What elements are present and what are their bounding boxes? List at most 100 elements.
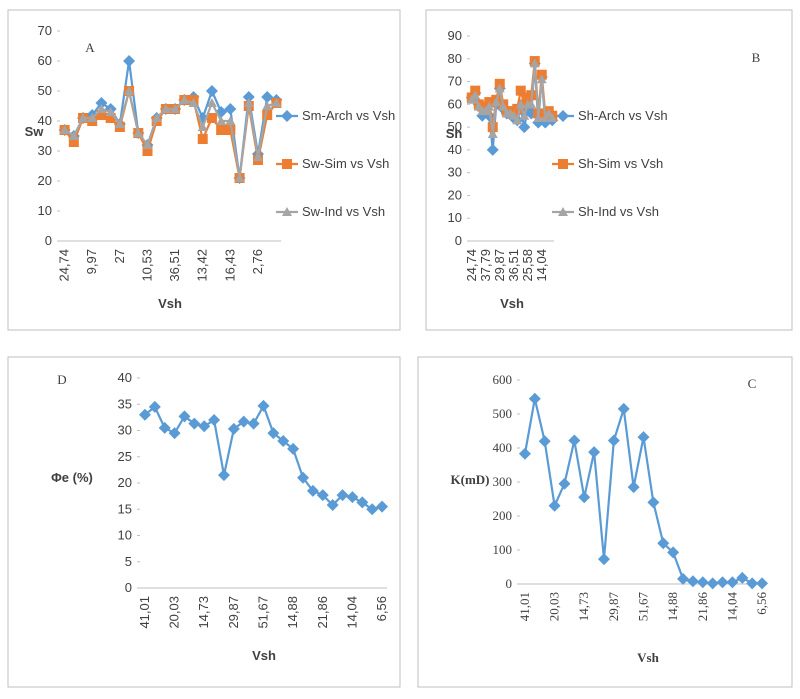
y-tick-label: 60 [38,53,52,68]
marker [105,113,116,123]
marker [557,110,569,122]
marker [512,115,523,125]
marker [198,420,211,433]
x-axis-title: Vsh [500,296,524,311]
legend-entry: Sh-Ind vs Vsh [578,204,659,219]
y-tick-label: 60 [448,96,462,111]
marker [206,98,217,107]
marker [168,427,181,440]
marker [216,125,227,135]
y-tick-label: 10 [38,203,52,218]
x-axis-title: Vsh [252,648,276,663]
panel-letter: D [57,372,66,387]
marker [252,152,263,161]
y-tick-label: 300 [493,474,513,489]
marker [234,173,245,182]
x-tick-label: 27 [112,249,127,263]
y-tick-label: 0 [125,580,132,595]
marker [287,442,300,455]
y-tick-label: 100 [493,542,513,557]
x-tick-label: 2,76 [250,249,265,274]
series-line [523,398,763,585]
marker [316,489,329,502]
chart-panel: B Sh Vsh 0 10 20 30 40 50 60 70 80 90 24,74 37,79 29,87… [425,9,793,331]
y-tick-label: 10 [118,528,132,543]
marker [597,553,610,566]
marker [123,55,136,67]
marker [158,421,171,434]
marker [114,119,125,128]
x-tick-label: 51,67 [636,592,651,622]
marker [277,435,290,447]
y-tick-label: 20 [448,187,462,202]
panel-letter: A [85,40,95,55]
x-tick-label: 6,56 [754,592,769,615]
x-tick-label: 21,86 [315,596,330,629]
marker [484,101,495,111]
y-tick-label: 10 [448,210,462,225]
marker [568,434,581,447]
y-tick-label: 40 [118,370,132,385]
marker [627,481,640,494]
marker [548,499,561,512]
marker [536,74,547,84]
marker [706,577,719,590]
marker [208,414,221,426]
marker [178,410,191,423]
y-tick-label: 30 [448,165,462,180]
legend-entry: Sw-Ind vs Vsh [302,204,385,219]
x-tick-label: 10,53 [139,249,154,282]
legend-label: Sh-Ind vs Vsh [578,204,659,219]
x-tick-label: 36,51 [167,249,182,282]
y-tick-label: 80 [448,51,462,66]
marker [558,159,568,169]
marker [262,101,273,110]
panel-letter: C [748,376,757,391]
x-tick-label: 29,87 [492,249,507,282]
marker [205,85,218,97]
marker [297,471,310,484]
x-axis-title: Vsh [637,650,659,665]
marker [138,408,151,421]
marker [257,399,270,412]
marker [142,140,153,149]
x-tick-label: 41,01 [137,596,152,629]
marker [716,576,729,589]
x-tick-label: 14,73 [576,592,591,621]
marker [686,575,699,588]
marker [540,113,551,122]
x-tick-label: 13,42 [195,249,210,282]
marker [78,113,89,122]
marker [494,83,505,93]
y-axis-title: Φe (%) [51,470,93,485]
marker [151,113,162,122]
marker [124,86,135,95]
marker [96,110,107,120]
marker [547,113,558,122]
marker [282,207,292,216]
x-tick-label: 14,88 [285,596,300,629]
x-tick-label: 14,04 [534,249,549,282]
marker [558,477,571,490]
marker [696,576,709,589]
x-tick-label: 24,74 [464,249,479,282]
marker [526,99,537,109]
marker [637,431,650,444]
legend-label: Sm-Arch vs Vsh [302,108,396,123]
marker [105,107,116,116]
legend-entry: Sw-Sim vs Vsh [302,156,389,171]
marker [376,500,389,513]
marker [518,447,531,460]
marker [366,503,379,516]
marker [356,496,369,509]
marker [281,110,293,122]
y-tick-label: 0 [506,576,513,591]
y-tick-label: 5 [125,554,132,569]
marker [271,98,282,107]
y-tick-label: 50 [38,83,52,98]
marker [225,116,236,125]
x-tick-label: 25,58 [520,249,535,282]
y-tick-label: 0 [455,233,462,248]
y-tick-label: 30 [118,423,132,438]
marker [179,95,190,104]
